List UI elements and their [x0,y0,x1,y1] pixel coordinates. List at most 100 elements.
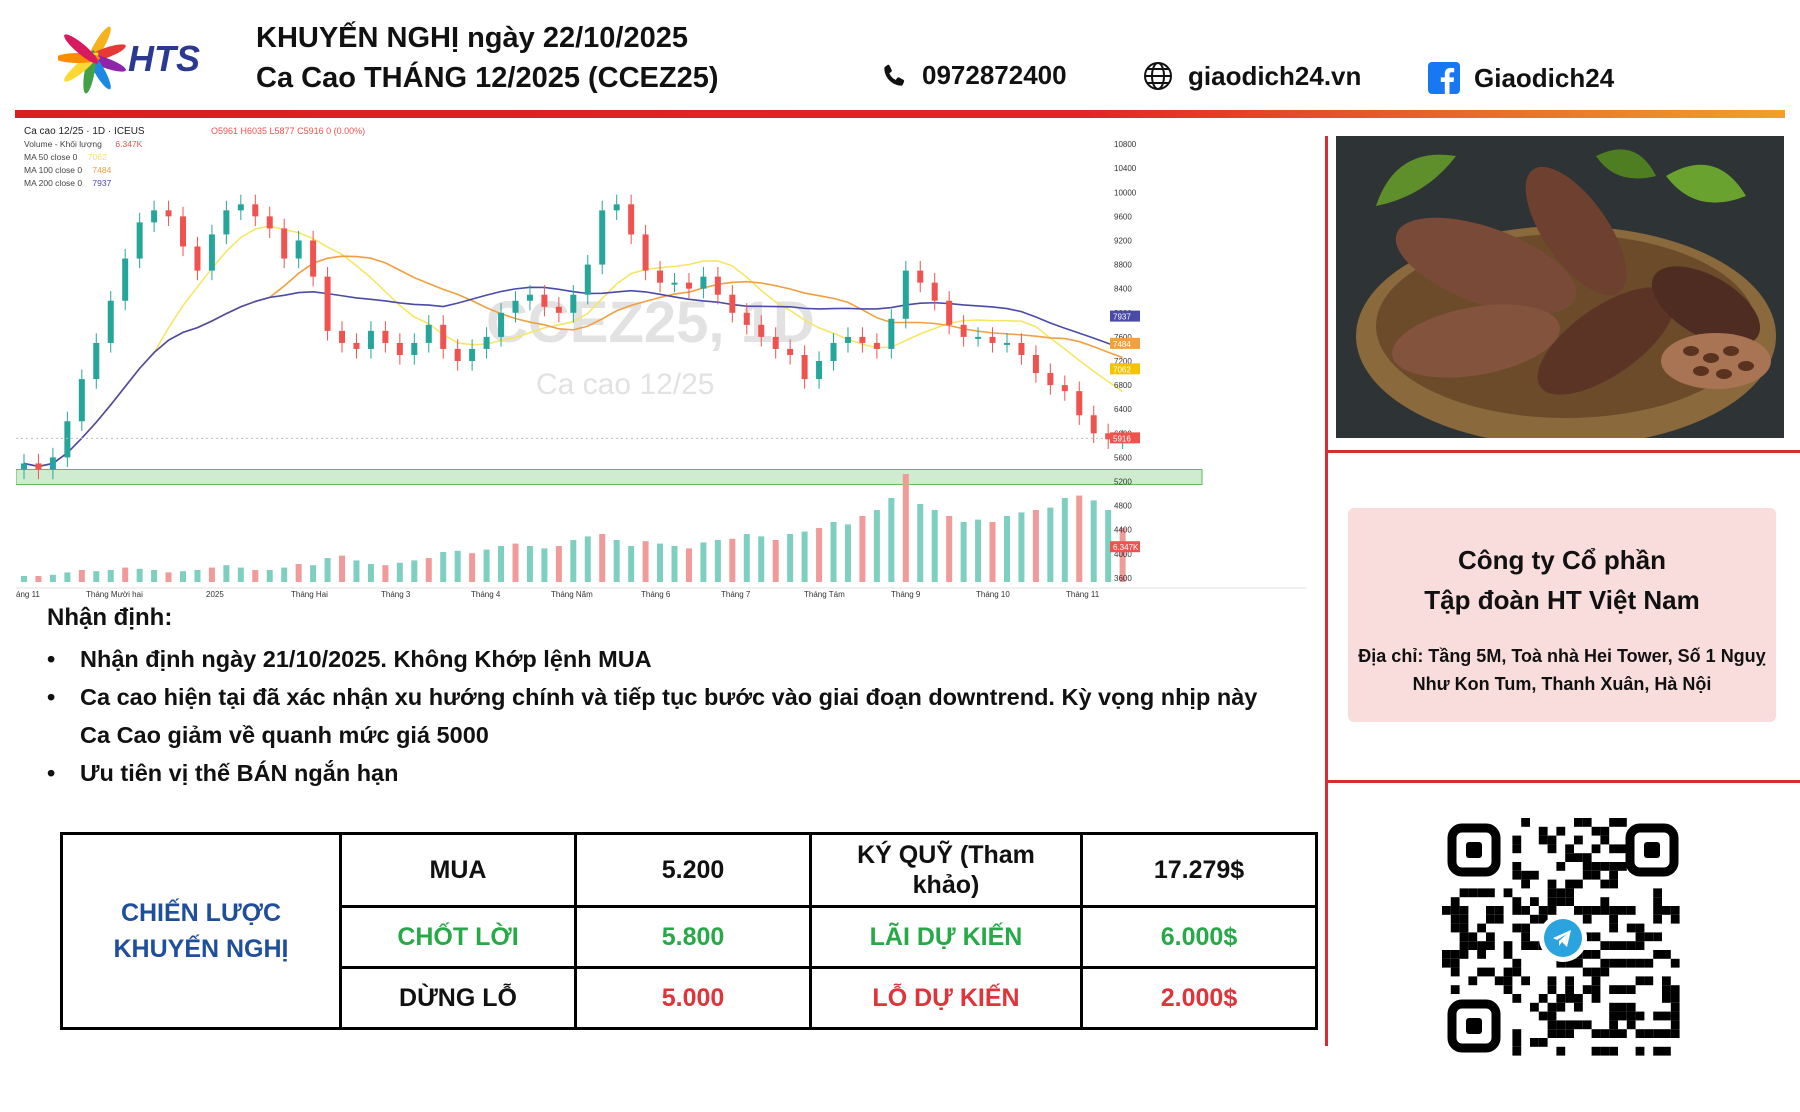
qr-module [1521,870,1530,880]
volume-bar [902,474,909,582]
candle-body [1090,415,1097,434]
volume-bar [1003,516,1010,582]
qr-module [1459,950,1469,959]
chart-ohlc-label: O5961 H6035 L5877 C5916 0 (0.00%) [211,126,365,136]
qr-module [1565,897,1574,906]
candle-body [685,282,692,289]
qr-module [1626,1011,1636,1021]
expected-loss-label: LỖ DỰ KIẾN [809,966,1083,1030]
candle-body [180,216,187,247]
candle-body [367,330,374,349]
website-contact[interactable]: giaodich24.vn [1142,60,1361,92]
qr-module [1565,888,1574,898]
volume-bar [396,562,403,582]
candle-body [35,463,42,470]
strategy-label: CHIẾN LƯỢC KHUYẾN NGHỊ [60,832,342,1030]
globe-icon [1144,62,1172,90]
qr-module [1635,1011,1645,1021]
qr-module [1486,932,1495,942]
expected-loss-amount: 2.000$ [1080,966,1318,1030]
action-buy: MUA [339,832,577,908]
y-tick-label: 4800 [1114,502,1132,511]
qr-module [1618,818,1627,827]
qr-module [1556,888,1566,898]
qr-module [1503,950,1513,959]
candle-body [396,342,403,355]
qr-module [1556,1046,1566,1056]
volume-bar [107,570,114,582]
qr-module [1450,985,1460,994]
qr-module [1538,835,1548,845]
qr-module [1626,958,1636,968]
qr-module [1530,1002,1539,1012]
volume-bar [873,510,880,582]
qr-module [1644,976,1654,986]
candle-body [21,463,27,470]
qr-module [1521,879,1530,889]
volume-bar [787,534,794,582]
qr-module [1494,906,1504,915]
candle-body [599,210,606,265]
y-tick-label: 9200 [1114,236,1132,245]
volume-bar [353,560,360,582]
candle-body [917,270,924,283]
candle-body [107,300,114,343]
volume-bar [888,498,895,582]
candle-body [136,222,143,259]
candle-body [353,342,360,349]
chart-watermark-name: Ca cao 12/25 [536,368,714,401]
qr-module [1618,958,1627,968]
qr-module [1574,879,1583,889]
facebook-contact[interactable]: Giaodich24 [1428,62,1614,94]
x-tick-label: Tháng 10 [976,590,1010,599]
price-badge-label: 7484 [1113,340,1131,349]
candle-body [194,246,201,271]
x-tick-label: Tháng 9 [891,590,921,599]
qr-module [1662,1046,1671,1056]
price-chart[interactable]: CCEZ25, 1D Ca cao 12/25 10800 10400 10000 960… [15,122,1320,600]
qr-module [1662,1029,1671,1038]
candle-body [454,348,461,361]
y-tick-label: 9600 [1114,212,1132,221]
qr-module [1521,923,1530,933]
phone-contact[interactable]: 0972872400 [880,60,1067,91]
qr-module [1459,888,1469,898]
qr-module [1653,950,1662,959]
qr-module [1574,958,1583,968]
qr-module [1653,914,1662,924]
volume-bar [35,576,42,582]
qr-module [1459,906,1469,915]
qr-module [1547,897,1557,906]
qr-module [1609,1002,1618,1012]
candle-body [440,324,447,349]
qr-module [1591,994,1601,1003]
volume-bar [830,522,837,582]
volume-bar [844,524,851,582]
qr-module [1600,1029,1610,1038]
qr-module [1662,994,1671,1003]
qr-module [1609,985,1618,994]
volume-bar [324,558,331,582]
qr-module [1600,862,1610,871]
candle-body [526,294,533,301]
section-divider [1325,780,1800,783]
strategy-table: CHIẾN LƯỢC KHUYẾN NGHỊ MUA 5.200 KÝ QUỸ … [60,832,1318,1030]
qr-module [1582,985,1592,994]
volume-bar [526,546,533,582]
qr-module [1521,941,1530,950]
volume-bar [657,543,664,582]
qr-module [1521,906,1530,915]
support-zone [15,468,1203,486]
volume-bar [989,522,996,582]
qr-module [1662,976,1671,986]
right-column-divider [1325,136,1328,1046]
facebook-icon [1428,62,1460,94]
volume-bar [382,565,389,582]
volume-bar [599,534,606,582]
qr-module [1486,941,1495,950]
price-badge [1110,363,1140,375]
candle-body [541,294,548,307]
telegram-qr-code[interactable] [1442,818,1684,1058]
qr-module [1670,1011,1680,1021]
volume-bar [93,571,100,582]
